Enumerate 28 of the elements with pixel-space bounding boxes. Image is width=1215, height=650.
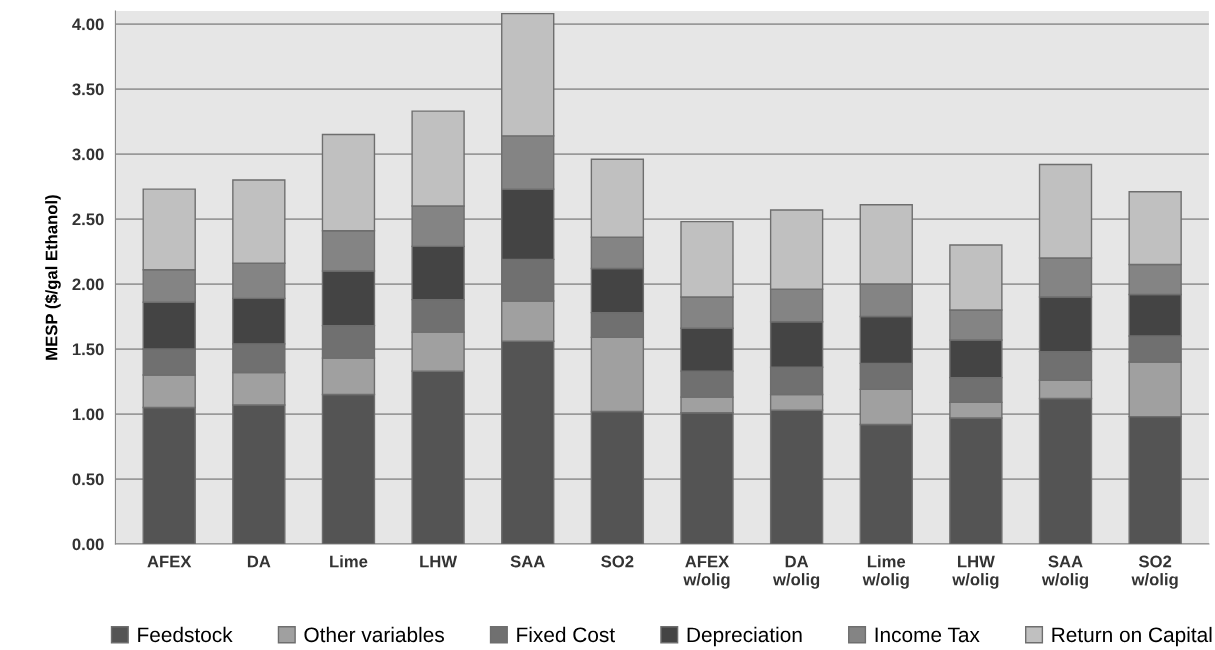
x-tick-label: SO2 [601, 555, 634, 568]
legend-label: Return on Capital [1052, 626, 1212, 647]
x-tick-label: SO2 w/olig [1131, 555, 1178, 589]
legend-label: Feedstock [138, 626, 233, 643]
y-tick-label: 1.50 [72, 343, 104, 356]
y-tick-label: 1.00 [72, 408, 104, 421]
x-tick-label: DA w/olig [772, 555, 820, 589]
x-tick-label: LHW [420, 555, 458, 568]
legend-label: Depreciation [687, 626, 802, 647]
x-tick-label: DA [247, 555, 271, 568]
x-tick-label: Lime [330, 555, 368, 568]
y-tick-label: 0.50 [72, 473, 104, 486]
x-tick-label: Lime w/olig [862, 555, 909, 589]
y-tick-label: 3.50 [72, 83, 104, 96]
x-tick-label: SAA w/olig [1041, 555, 1089, 589]
y-tick-label: 0.00 [72, 538, 104, 551]
x-tick-label: LHW w/olig [952, 555, 999, 589]
y-axis-title: MESP ($/gal Ethanol) [44, 195, 61, 360]
y-tick-label: 2.00 [72, 278, 104, 291]
y-tick-label: 3.00 [72, 148, 104, 161]
legend-label: Income Tax [875, 627, 980, 643]
legend-label: Fixed Cost [517, 626, 615, 643]
x-tick-label: SAA [510, 555, 545, 568]
legend-label: Other variables [304, 626, 444, 643]
x-tick-label: AFEX [147, 555, 192, 568]
y-tick-label: 2.50 [72, 213, 104, 226]
x-tick-label: AFEX w/olig [683, 555, 730, 589]
y-tick-label: 4.00 [72, 18, 104, 31]
